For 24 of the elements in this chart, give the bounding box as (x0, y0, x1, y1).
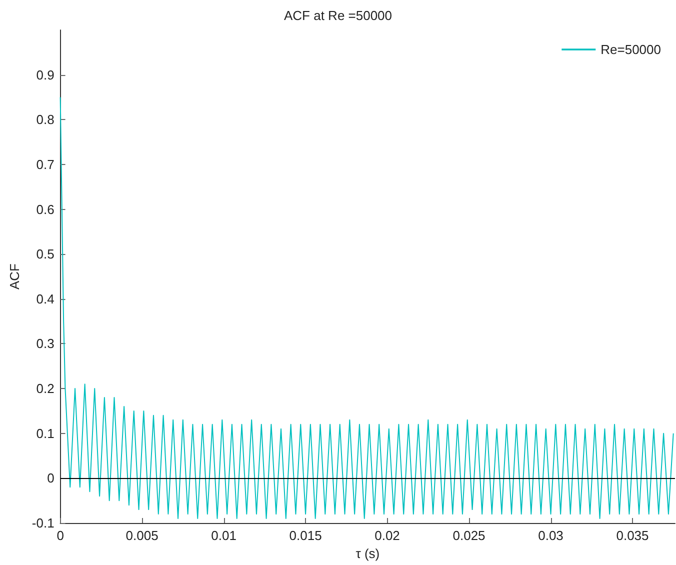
y-tick-label: 0.1 (36, 426, 54, 441)
x-tick-label: 0.035 (616, 528, 649, 543)
y-axis-title: ACF (7, 263, 22, 290)
x-tick-label: 0 (56, 528, 64, 543)
x-tick-label: 0.025 (452, 528, 486, 543)
x-tick-label: 0.005 (126, 528, 158, 543)
y-tick-label: 0.7 (36, 156, 54, 172)
x-tick-label: 0.015 (289, 528, 322, 543)
y-tick-label: 0.2 (36, 381, 54, 396)
y-tick-label: 0.3 (36, 336, 54, 352)
chart-title: ACF at Re =50000 (284, 8, 392, 23)
y-tick-label: 0.9 (36, 67, 54, 82)
y-tick-label: 0.4 (36, 291, 54, 306)
line-series (60, 96, 674, 520)
x-tick-label: 0.03 (538, 528, 564, 543)
y-tick-label: 0.8 (36, 112, 54, 128)
y-tick-label: -0.1 (32, 516, 54, 530)
x-axis-title: τ (s) (356, 546, 380, 561)
y-tick-label: 0.5 (36, 246, 54, 262)
y-tick-label: 0 (47, 470, 54, 486)
x-tick-label: 0.02 (374, 528, 400, 543)
x-tick-label: 0.01 (211, 528, 236, 543)
y-tick-label: 0.6 (36, 202, 54, 217)
legend-label: Re=50000 (600, 42, 662, 57)
